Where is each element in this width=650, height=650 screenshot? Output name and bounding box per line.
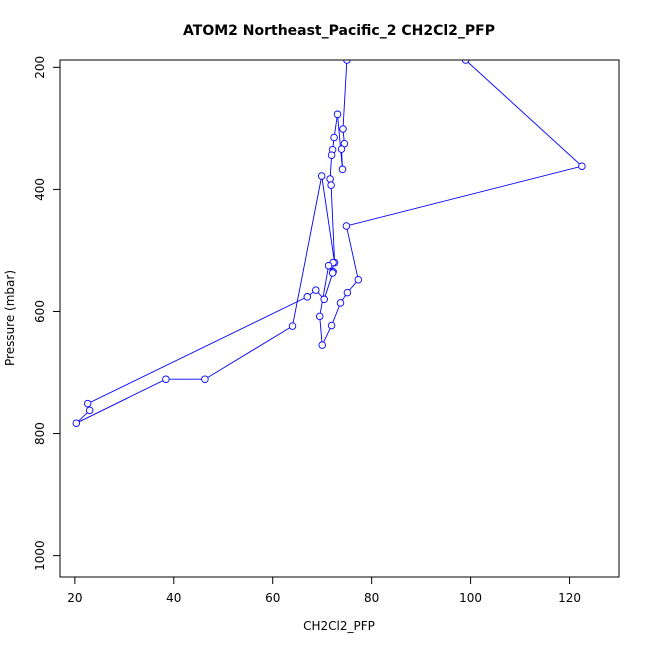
data-point — [337, 145, 346, 153]
y-tick-label: 800 — [33, 422, 47, 445]
x-tick-label: 80 — [364, 591, 379, 605]
data-layer — [72, 60, 586, 427]
x-tick-label: 20 — [67, 591, 82, 605]
data-point — [328, 269, 337, 277]
x-tick-label: 120 — [558, 591, 581, 605]
x-tick-label: 40 — [166, 591, 181, 605]
data-point — [315, 312, 324, 321]
data-point — [327, 321, 336, 330]
y-tick-label: 400 — [33, 178, 47, 201]
data-point — [162, 375, 170, 383]
data-point — [339, 125, 347, 133]
plot-area — [59, 59, 620, 578]
series-line — [75, 60, 583, 424]
data-point — [330, 133, 338, 142]
data-point — [343, 288, 352, 297]
y-axis: 200 400 600 800 1000 — [33, 56, 61, 571]
y-tick-label: 200 — [33, 56, 47, 79]
data-point — [288, 322, 297, 330]
data-point — [327, 151, 336, 159]
data-point — [312, 286, 320, 294]
x-tick-label: 60 — [265, 591, 280, 605]
y-tick-label: 1000 — [33, 540, 47, 571]
y-tick-label: 600 — [33, 300, 47, 323]
data-point — [342, 222, 351, 230]
data-point — [338, 165, 347, 174]
data-point — [318, 341, 326, 349]
data-point — [317, 172, 326, 180]
data-point — [85, 406, 94, 415]
data-point — [303, 293, 312, 301]
data-point — [324, 261, 333, 270]
x-axis: 20 40 60 80 100 120 — [67, 576, 581, 605]
data-point — [83, 399, 92, 408]
data-point — [333, 110, 342, 119]
data-point — [72, 419, 81, 427]
y-axis-label: Pressure (mbar) — [3, 270, 17, 366]
x-tick-label: 100 — [459, 591, 482, 605]
data-point — [326, 175, 334, 183]
x-axis-label: CH2Cl2_PFP — [303, 619, 375, 633]
data-point — [320, 295, 328, 304]
data-point — [578, 162, 586, 170]
chart-title: ATOM2 Northeast_Pacific_2 CH2Cl2_PFP — [183, 23, 495, 39]
data-point — [336, 299, 345, 307]
data-point — [354, 275, 363, 284]
data-point — [327, 181, 335, 189]
data-point — [201, 375, 209, 383]
